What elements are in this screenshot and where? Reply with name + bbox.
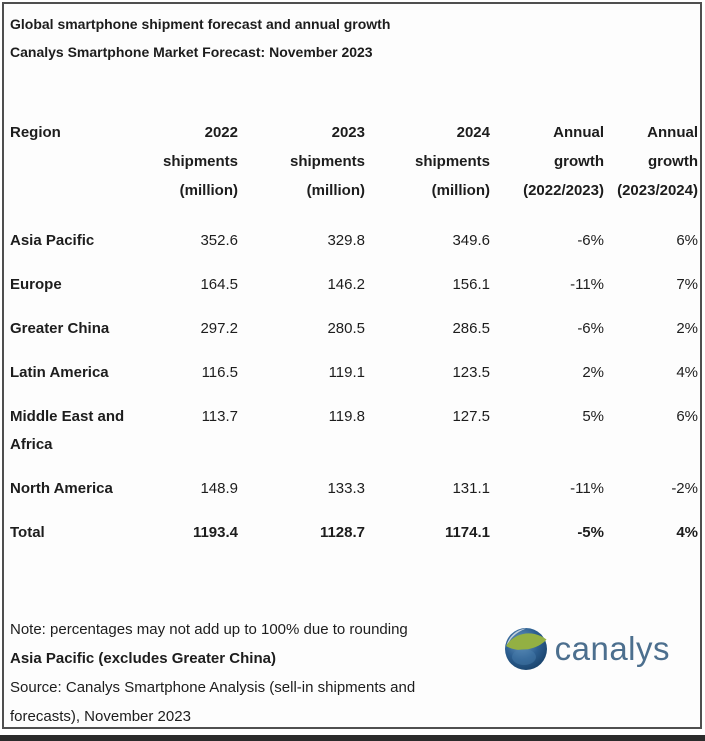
table-header-row: Region 2022 shipments (million) 2023 shi… (8, 118, 698, 227)
growth-cell: -11% (570, 480, 604, 497)
value-cell: 133.3 (327, 480, 365, 497)
note-rounding: Note: percentages may not add up to 100%… (10, 621, 408, 638)
table-row: Latin America 116.5 119.1 123.5 2% 4% (8, 359, 698, 403)
growth-cell: 6% (676, 408, 698, 425)
graphic-title: Global smartphone shipment forecast and … (10, 16, 391, 32)
value-cell: 349.6 (452, 232, 490, 249)
header-line: 2022 (204, 124, 238, 141)
value-cell: 286.5 (452, 320, 490, 337)
region-cell: Latin America (10, 364, 109, 381)
header-line: (2023/2024) (617, 182, 698, 199)
bottom-divider-bar (0, 735, 705, 741)
region-cell: Middle East and Africa (10, 408, 125, 453)
footer: Note: percentages may not add up to 100%… (8, 615, 698, 731)
column-header-growth-2022-2023: Annual growth (2022/2023) (490, 118, 604, 227)
header-line: shipments (414, 153, 490, 170)
title-block: Global smartphone shipment forecast and … (8, 8, 698, 66)
footnotes: Note: percentages may not add up to 100%… (8, 615, 415, 731)
total-value-cell: 1193.4 (192, 524, 238, 541)
header-line: growth (554, 153, 604, 170)
total-label-cell: Total (10, 524, 45, 541)
value-cell: 329.8 (327, 232, 365, 249)
canalys-logo-text: canalys (554, 630, 670, 667)
header-line: (million) (306, 182, 365, 199)
region-cell: Asia Pacific (10, 232, 95, 249)
value-cell: 164.5 (200, 276, 238, 293)
column-header-region: Region (10, 124, 61, 141)
header-line: 2024 (456, 124, 490, 141)
growth-cell: -6% (577, 320, 604, 337)
graphic-subtitle: Canalys Smartphone Market Forecast: Nove… (10, 44, 373, 60)
column-header-2024-shipments: 2024 shipments (million) (365, 118, 490, 227)
growth-cell: 2% (676, 320, 698, 337)
value-cell: 119.1 (328, 364, 365, 381)
column-header-growth-2023-2024: Annual growth (2023/2024) (604, 118, 698, 227)
value-cell: 113.7 (201, 408, 238, 425)
shipment-forecast-table: Region 2022 shipments (million) 2023 shi… (8, 118, 698, 563)
table-row: Middle East and Africa 113.7 119.8 127.5… (8, 403, 698, 475)
table-row: Greater China 297.2 280.5 286.5 -6% 2% (8, 315, 698, 359)
value-cell: 127.5 (452, 408, 490, 425)
canalys-globe-icon (504, 628, 547, 670)
growth-cell: -2% (671, 480, 698, 497)
value-cell: 352.6 (200, 232, 238, 249)
growth-cell: 6% (676, 232, 698, 249)
column-header-2023-shipments: 2023 shipments (million) (238, 118, 365, 227)
growth-cell: 4% (676, 364, 698, 381)
header-line: Annual (647, 124, 698, 141)
source-line-2: forecasts), November 2023 (10, 708, 191, 725)
source-line-1: Source: Canalys Smartphone Analysis (sel… (10, 679, 416, 696)
total-growth-cell: -5% (577, 524, 604, 541)
value-cell: 156.1 (452, 276, 490, 293)
value-cell: 280.5 (327, 320, 365, 337)
region-cell: Europe (10, 276, 62, 293)
table-row: North America 148.9 133.3 131.1 -11% -2% (8, 475, 698, 519)
value-cell: 116.5 (201, 364, 238, 381)
total-growth-cell: 4% (676, 524, 698, 541)
total-value-cell: 1128.7 (319, 524, 365, 541)
value-cell: 148.9 (200, 480, 238, 497)
growth-cell: 5% (582, 408, 604, 425)
region-cell: Greater China (10, 320, 110, 337)
table-total-row: Total 1193.4 1128.7 1174.1 -5% 4% (8, 519, 698, 563)
header-line: (million) (431, 182, 490, 199)
value-cell: 297.2 (200, 320, 238, 337)
header-line: shipments (289, 153, 365, 170)
header-line: (2022/2023) (523, 182, 604, 199)
header-line: shipments (162, 153, 238, 170)
value-cell: 131.1 (452, 480, 490, 497)
header-line: (million) (179, 182, 238, 199)
growth-cell: 7% (676, 276, 698, 293)
header-line: 2023 (331, 124, 365, 141)
table-row: Asia Pacific 352.6 329.8 349.6 -6% 6% (8, 227, 698, 271)
header-line: growth (648, 153, 698, 170)
column-header-2022-shipments: 2022 shipments (million) (158, 118, 238, 227)
content-frame: Global smartphone shipment forecast and … (2, 2, 702, 729)
note-asia-pacific-definition: Asia Pacific (excludes Greater China) (10, 650, 276, 667)
growth-cell: -11% (570, 276, 604, 293)
total-value-cell: 1174.1 (444, 524, 490, 541)
growth-cell: -6% (577, 232, 604, 249)
value-cell: 123.5 (452, 364, 490, 381)
value-cell: 146.2 (327, 276, 365, 293)
region-cell: North America (10, 480, 113, 497)
growth-cell: 2% (582, 364, 604, 381)
header-line: Annual (553, 124, 604, 141)
value-cell: 119.8 (328, 408, 365, 425)
table-row: Europe 164.5 146.2 156.1 -11% 7% (8, 271, 698, 315)
canalys-logo: canalys (504, 627, 670, 671)
